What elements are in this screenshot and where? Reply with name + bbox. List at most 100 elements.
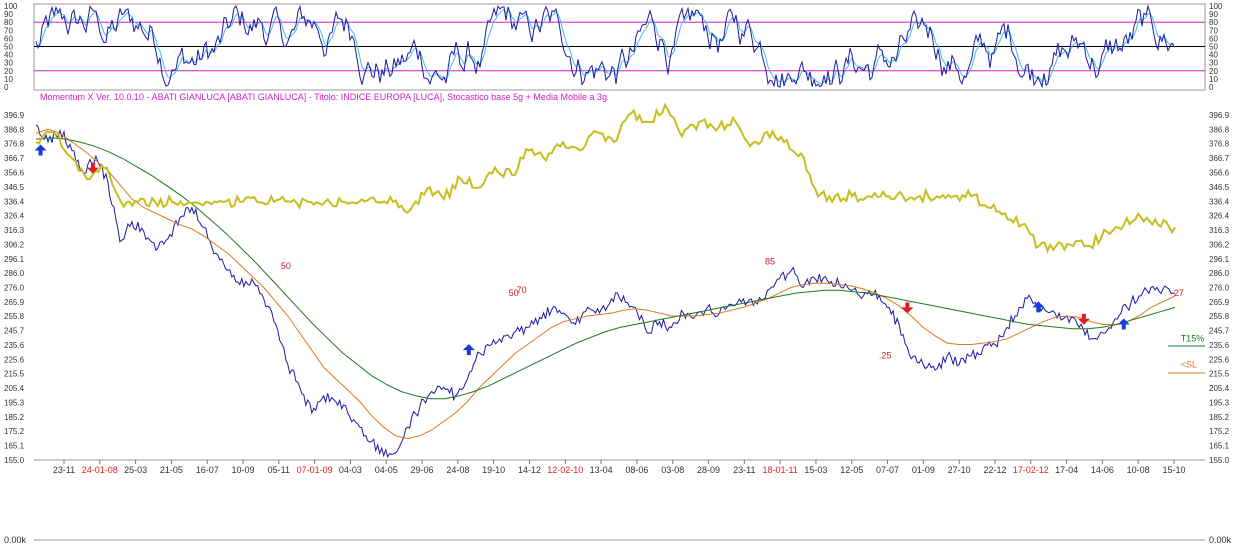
x-tick-label: 27-10 [948, 465, 971, 475]
price-tick-label-left: 195.3 [4, 399, 25, 408]
price-tick-label-right: 306.2 [1209, 240, 1230, 249]
x-tick-label: 19-10 [482, 465, 505, 475]
price-tick-label-left: 276.0 [4, 283, 25, 292]
oscillator-line [35, 4, 1175, 89]
price-tick-label-left: 185.2 [4, 413, 25, 422]
sell-signal-arrow [1077, 313, 1090, 325]
oscillator-tick-label-left: 80 [4, 18, 13, 27]
annotation-label: 50 [281, 261, 291, 271]
x-tick-label: 14-12 [518, 465, 541, 475]
oscillator-tick-label-right: 0 [1209, 83, 1214, 92]
x-tick-label: 21-05 [160, 465, 183, 475]
price-tick-label-left: 225.6 [4, 355, 25, 364]
price-tick-label-right: 265.9 [1209, 298, 1230, 307]
buy-signal-arrow [1117, 318, 1130, 330]
price-tick-label-right: 215.5 [1209, 370, 1230, 379]
price-tick-label-right: 205.4 [1209, 384, 1230, 393]
x-tick-label: 16-07 [196, 465, 219, 475]
price-tick-label-left: 255.8 [4, 312, 25, 321]
price-tick-label-right: 245.7 [1209, 327, 1230, 336]
oscillator-tick-label-left: 10 [4, 75, 13, 84]
x-tick-label: 17-02-12 [1013, 465, 1049, 475]
x-tick-label: 07-01-09 [297, 465, 333, 475]
x-tick-label: 29-06 [411, 465, 434, 475]
price-tick-label-left: 235.6 [4, 341, 25, 350]
annotation-label: 70 [517, 285, 527, 295]
price-tick-label-left: 346.5 [4, 183, 25, 192]
series-line-moving-average-long [35, 137, 1176, 400]
price-tick-label-left: 286.0 [4, 269, 25, 278]
x-tick-label: 03-08 [661, 465, 684, 475]
price-tick-label-right: 255.8 [1209, 312, 1230, 321]
price-tick-label-right: 175.2 [1209, 427, 1230, 436]
x-tick-label: 10-09 [232, 465, 255, 475]
oscillator-tick-label-right: 70 [1209, 26, 1218, 35]
price-tick-label-right: 195.3 [1209, 399, 1230, 408]
price-tick-label-right: 286.0 [1209, 269, 1230, 278]
x-tick-label: 28-09 [697, 465, 720, 475]
oscillator-tick-label-left: 30 [4, 59, 13, 68]
price-tick-label-right: 366.7 [1209, 154, 1230, 163]
oscillator-tick-label-right: 90 [1209, 10, 1218, 19]
price-tick-label-right: 235.6 [1209, 341, 1230, 350]
oscillator-tick-label-left: 70 [4, 26, 13, 35]
oscillator-tick-label-right: 30 [1209, 59, 1218, 68]
price-tick-label-left: 265.9 [4, 298, 25, 307]
price-tick-label-left: 175.2 [4, 427, 25, 436]
series-line-indicator-overlay [35, 102, 1176, 254]
price-tick-label-left: 356.6 [4, 168, 25, 177]
x-tick-label: 04-05 [375, 465, 398, 475]
volume-label-left: 0.00k [4, 535, 27, 545]
buy-signal-arrow [34, 144, 47, 156]
annotation-label: 85 [765, 257, 775, 267]
price-tick-label-right: 316.3 [1209, 226, 1230, 235]
price-tick-label-right: 386.8 [1209, 125, 1230, 134]
sell-signal-arrow [901, 302, 914, 314]
oscillator-tick-label-right: 60 [1209, 34, 1218, 43]
price-tick-label-right: 336.4 [1209, 197, 1230, 206]
price-tick-label-left: 376.8 [4, 140, 25, 149]
annotation-label: 27 [1174, 288, 1184, 298]
x-tick-label: 01-09 [912, 465, 935, 475]
x-tick-label: 12-02-10 [547, 465, 583, 475]
annotation-label: .25 [879, 351, 892, 361]
oscillator-tick-label-left: 100 [4, 2, 18, 11]
oscillator-tick-label-left: 50 [4, 43, 13, 52]
sell-signal-arrow [86, 162, 99, 174]
price-tick-label-right: 396.9 [1209, 111, 1230, 120]
oscillator-tick-label-left: 0 [4, 83, 9, 92]
volume-panel: 0.00k 0.00k [4, 535, 1232, 545]
oscillator-tick-label-left: 60 [4, 34, 13, 43]
price-tick-label-left: 336.4 [4, 197, 25, 206]
price-tick-label-right: 346.5 [1209, 183, 1230, 192]
price-tick-label-left: 205.4 [4, 384, 25, 393]
price-tick-label-left: 215.5 [4, 370, 25, 379]
oscillator-tick-label-right: 80 [1209, 18, 1218, 27]
x-tick-label: 22-12 [983, 465, 1006, 475]
oscillator-tick-label-right: 20 [1209, 67, 1218, 76]
price-tick-label-right: 155.0 [1209, 456, 1230, 465]
oscillator-tick-label-left: 40 [4, 51, 13, 60]
x-tick-label: 12-05 [840, 465, 863, 475]
x-tick-label: 15-10 [1162, 465, 1185, 475]
price-panel: 396.9 386.8 376.8 366.7 356.6 346.5 336.4 326.4… [4, 102, 1230, 475]
price-tick-label-left: 155.0 [4, 456, 25, 465]
price-tick-label-right: 376.8 [1209, 140, 1230, 149]
price-tick-label-left: 396.9 [4, 111, 25, 120]
header-text: Momentum X Ver. 10.0.10 - ABATI GIANLUCA… [40, 92, 607, 102]
annotation-label: <SL [1181, 359, 1197, 369]
oscillator-tick-label-right: 10 [1209, 75, 1218, 84]
x-tick-label: 15-03 [804, 465, 827, 475]
x-tick-label: 24-01-08 [82, 465, 118, 475]
series-line-moving-average-short [35, 128, 1176, 440]
x-tick-label: 25-03 [124, 465, 147, 475]
x-tick-label: 18-01-11 [762, 465, 797, 475]
x-tick-label: 24-08 [446, 465, 469, 475]
x-tick-label: 13-04 [590, 465, 613, 475]
buy-signal-arrow [462, 344, 475, 356]
x-tick-label: 08-06 [625, 465, 648, 475]
price-tick-label-right: 356.6 [1209, 168, 1230, 177]
price-tick-label-left: 366.7 [4, 154, 25, 163]
